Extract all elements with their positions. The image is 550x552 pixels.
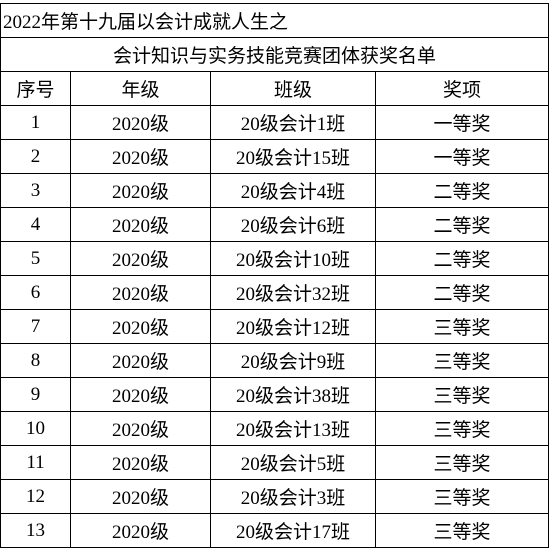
cell: 二等奖 [374, 275, 550, 310]
data-row: 5 2020级 20级会计10班 二等奖 [0, 241, 550, 276]
data-row: 1 2020级 20级会计1班 一等奖 [0, 105, 550, 140]
cell: 5 [0, 241, 71, 276]
data-row: 4 2020级 20级会计6班 二等奖 [0, 207, 550, 242]
cell: 三等奖 [374, 411, 550, 446]
cell: 13 [0, 513, 71, 548]
cell: 20级会计9班 [210, 343, 376, 378]
cell: 2020级 [70, 173, 211, 208]
subtitle-row: 会计知识与实务技能竞赛团体获奖名单 [0, 37, 550, 72]
cell: 2020级 [70, 411, 211, 446]
cell: 一等奖 [374, 105, 550, 140]
table-body: 2022年第十九届以会计成就人生之 会计知识与实务技能竞赛团体获奖名单 序号 年级… [0, 3, 550, 548]
column-header: 年级 [70, 71, 211, 106]
cell: 20级会计17班 [210, 513, 376, 548]
cell: 8 [0, 343, 71, 378]
cell: 20级会计6班 [210, 207, 376, 242]
award-table: 2022年第十九届以会计成就人生之 会计知识与实务技能竞赛团体获奖名单 序号 年级… [0, 3, 550, 548]
title-row: 2022年第十九届以会计成就人生之 [0, 3, 550, 38]
header-row: 序号 年级 班级 奖项 [0, 71, 550, 106]
cell: 2020级 [70, 105, 211, 140]
column-header: 班级 [210, 71, 376, 106]
cell: 4 [0, 207, 71, 242]
cell: 2020级 [70, 241, 211, 276]
cell: 三等奖 [374, 343, 550, 378]
cell: 三等奖 [374, 309, 550, 344]
cell: 2020级 [70, 207, 211, 242]
cell: 3 [0, 173, 71, 208]
cell: 三等奖 [374, 445, 550, 480]
column-header: 序号 [0, 71, 71, 106]
cell: 20级会计12班 [210, 309, 376, 344]
cell: 20级会计1班 [210, 105, 376, 140]
cell: 9 [0, 377, 71, 412]
data-row: 3 2020级 20级会计4班 二等奖 [0, 173, 550, 208]
data-row: 12 2020级 20级会计3班 三等奖 [0, 479, 550, 514]
data-row: 10 2020级 20级会计13班 三等奖 [0, 411, 550, 446]
cell: 2020级 [70, 445, 211, 480]
cell: 20级会计10班 [210, 241, 376, 276]
cell: 20级会计13班 [210, 411, 376, 446]
cell: 2 [0, 139, 71, 174]
cell: 7 [0, 309, 71, 344]
data-row: 2 2020级 20级会计15班 一等奖 [0, 139, 550, 174]
title: 2022年第十九届以会计成就人生之 [0, 3, 550, 38]
cell: 20级会计4班 [210, 173, 376, 208]
cell: 2020级 [70, 479, 211, 514]
cell: 2020级 [70, 513, 211, 548]
cell: 一等奖 [374, 139, 550, 174]
cell: 6 [0, 275, 71, 310]
cell: 2020级 [70, 377, 211, 412]
data-row: 6 2020级 20级会计32班 二等奖 [0, 275, 550, 310]
cell: 2020级 [70, 275, 211, 310]
cell: 10 [0, 411, 71, 446]
cell: 2020级 [70, 309, 211, 344]
cell: 20级会计32班 [210, 275, 376, 310]
data-row: 8 2020级 20级会计9班 三等奖 [0, 343, 550, 378]
data-row: 11 2020级 20级会计5班 三等奖 [0, 445, 550, 480]
cell: 20级会计3班 [210, 479, 376, 514]
cell: 1 [0, 105, 71, 140]
cell: 三等奖 [374, 479, 550, 514]
data-row: 13 2020级 20级会计17班 三等奖 [0, 513, 550, 548]
cell: 二等奖 [374, 241, 550, 276]
cell: 20级会计38班 [210, 377, 376, 412]
data-row: 7 2020级 20级会计12班 三等奖 [0, 309, 550, 344]
cell: 2020级 [70, 343, 211, 378]
column-header: 奖项 [374, 71, 550, 106]
cell: 12 [0, 479, 71, 514]
cell: 二等奖 [374, 207, 550, 242]
cell: 20级会计5班 [210, 445, 376, 480]
data-row: 9 2020级 20级会计38班 三等奖 [0, 377, 550, 412]
subtitle: 会计知识与实务技能竞赛团体获奖名单 [0, 37, 550, 72]
cell: 三等奖 [374, 513, 550, 548]
cell: 11 [0, 445, 71, 480]
cell: 二等奖 [374, 173, 550, 208]
cell: 三等奖 [374, 377, 550, 412]
cell: 2020级 [70, 139, 211, 174]
cell: 20级会计15班 [210, 139, 376, 174]
